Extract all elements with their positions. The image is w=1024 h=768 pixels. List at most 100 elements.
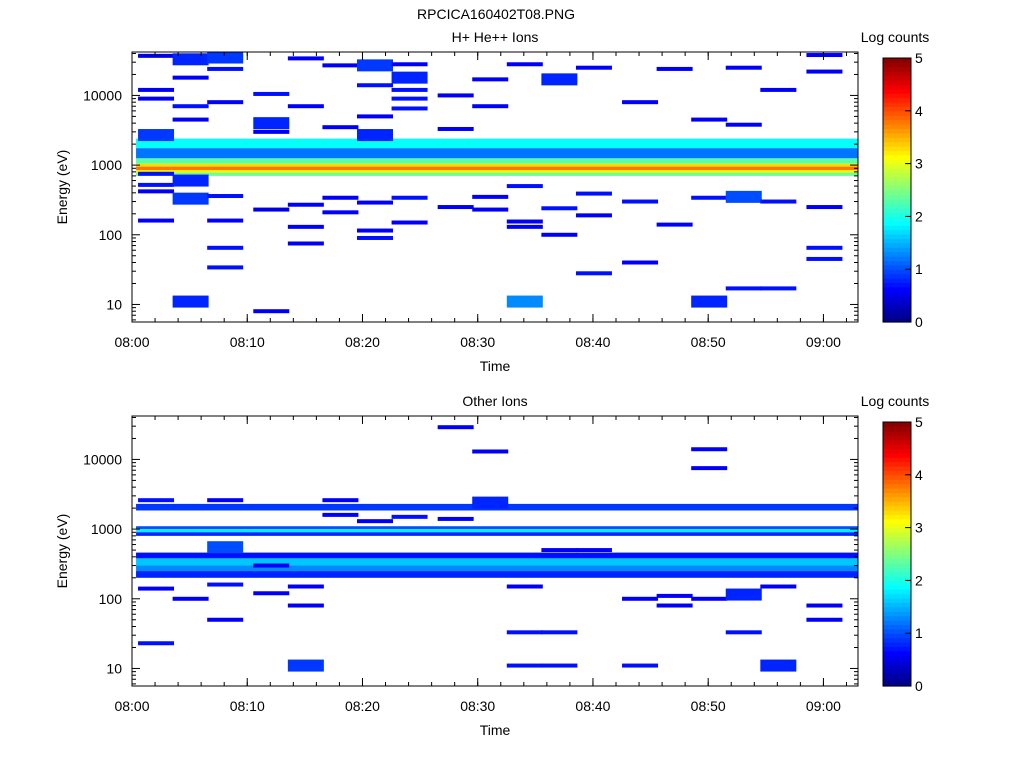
colorbar-step xyxy=(883,269,911,275)
colorbar-step xyxy=(883,313,911,319)
colorbar-step xyxy=(883,150,911,156)
x-tick-label: 08:00 xyxy=(114,698,149,714)
colorbar-step xyxy=(883,168,911,173)
spectrogram-cell xyxy=(391,87,428,92)
colorbar-step xyxy=(883,554,911,559)
spectrogram-cell xyxy=(207,498,244,503)
colorbar-step xyxy=(883,225,911,231)
spectrogram-cell xyxy=(760,199,797,204)
spectrogram-cell xyxy=(506,184,543,189)
colorbar-step xyxy=(883,545,911,551)
colorbar-tick-label: 2 xyxy=(915,572,923,588)
spectrogram-cell xyxy=(357,114,393,119)
spectrogram-cell xyxy=(253,309,290,314)
colorbar-tick-label: 1 xyxy=(915,261,923,277)
spectrogram-cell xyxy=(541,663,578,668)
spectrogram-cell xyxy=(806,205,843,210)
spectrogram-cell xyxy=(207,582,244,587)
spectrogram-cell xyxy=(138,189,175,194)
spectrogram-cell xyxy=(207,617,244,622)
colorbar-step xyxy=(883,593,911,599)
spectrogram-cell xyxy=(287,224,324,229)
spectrogram-cell xyxy=(506,62,543,67)
colorbar-step xyxy=(883,576,911,581)
colorbar-step xyxy=(883,176,911,182)
y-tick-label: 10 xyxy=(106,296,122,312)
colorbar-step xyxy=(883,444,911,449)
spectrogram-cell xyxy=(760,584,797,589)
colorbar-step xyxy=(883,234,911,239)
spectrogram-band xyxy=(136,163,858,167)
spectrogram-cell xyxy=(207,194,244,199)
colorbar-step xyxy=(883,540,911,546)
spectrogram-cell xyxy=(541,548,578,553)
spectrogram-cell xyxy=(725,190,762,203)
spectrogram-cell xyxy=(391,71,428,84)
spectrogram-cell xyxy=(691,466,728,471)
colorbar-step xyxy=(883,264,911,270)
colorbar-step xyxy=(883,518,911,524)
colorbar-step xyxy=(883,110,911,116)
y-tick-label: 10000 xyxy=(83,451,122,467)
spectrogram-cell xyxy=(437,126,474,131)
spectrogram-cell xyxy=(472,449,509,454)
spectrogram-cell xyxy=(691,195,728,200)
spectrogram-cell xyxy=(287,56,324,61)
spectrogram-band xyxy=(136,170,858,173)
spectrogram-cell xyxy=(138,171,175,176)
spectrogram-cell xyxy=(622,199,659,204)
colorbar-step xyxy=(883,628,911,634)
colorbar-step xyxy=(883,562,911,568)
colorbar-step xyxy=(883,106,911,112)
y-axis-label: Energy (eV) xyxy=(54,150,70,225)
spectrogram-cell xyxy=(138,129,175,142)
spectrogram-cell xyxy=(172,174,209,187)
colorbar-step xyxy=(883,598,911,603)
colorbar-step xyxy=(883,672,911,678)
spectrogram-band xyxy=(136,529,858,533)
colorbar-step xyxy=(883,128,911,134)
colorbar-step xyxy=(883,93,911,99)
spectrogram-cell xyxy=(357,83,393,88)
colorbar-step xyxy=(883,646,911,652)
colorbar-step xyxy=(883,185,911,191)
colorbar-step xyxy=(883,664,911,669)
colorbar-step xyxy=(883,422,911,427)
spectrogram-band xyxy=(136,565,858,572)
spectrogram-cell xyxy=(357,519,393,524)
spectrogram-cell xyxy=(691,295,728,308)
spectrogram-cell xyxy=(391,220,428,225)
colorbar-step xyxy=(883,102,911,107)
spectrogram-cell xyxy=(138,182,175,187)
spectrogram-cell xyxy=(207,541,244,554)
colorbar-step xyxy=(883,650,911,656)
colorbar-step xyxy=(883,567,911,573)
colorbar-step xyxy=(883,655,911,661)
x-tick-label: 08:40 xyxy=(575,698,610,714)
spectrogram-cell xyxy=(691,596,728,601)
colorbar-step xyxy=(883,132,911,138)
spectrogram-cell xyxy=(253,591,290,596)
panel-title: Other Ions xyxy=(462,393,527,409)
colorbar-step xyxy=(883,457,911,463)
colorbar-step xyxy=(883,260,911,266)
colorbar-step xyxy=(883,62,911,68)
spectrogram-cell xyxy=(207,100,244,105)
spectrogram-cell xyxy=(138,641,175,646)
spectrogram-band xyxy=(136,526,858,530)
spectrogram-cell xyxy=(172,117,209,122)
colorbar-frame xyxy=(882,57,912,323)
colorbar-tick-label: 4 xyxy=(915,467,923,483)
colorbar-step xyxy=(883,163,911,169)
colorbar-step xyxy=(883,84,911,90)
plot-area xyxy=(136,52,858,314)
spectrogram-cell xyxy=(253,117,290,130)
colorbar-step xyxy=(883,278,911,283)
spectrogram-cell xyxy=(172,53,209,66)
spectrogram-cell xyxy=(391,96,428,101)
spectrogram-cell xyxy=(725,588,762,601)
spectrogram-cell xyxy=(622,100,659,105)
y-tick-label: 1000 xyxy=(91,157,122,173)
spectrogram-cell xyxy=(287,659,324,672)
colorbar-step xyxy=(883,273,911,279)
